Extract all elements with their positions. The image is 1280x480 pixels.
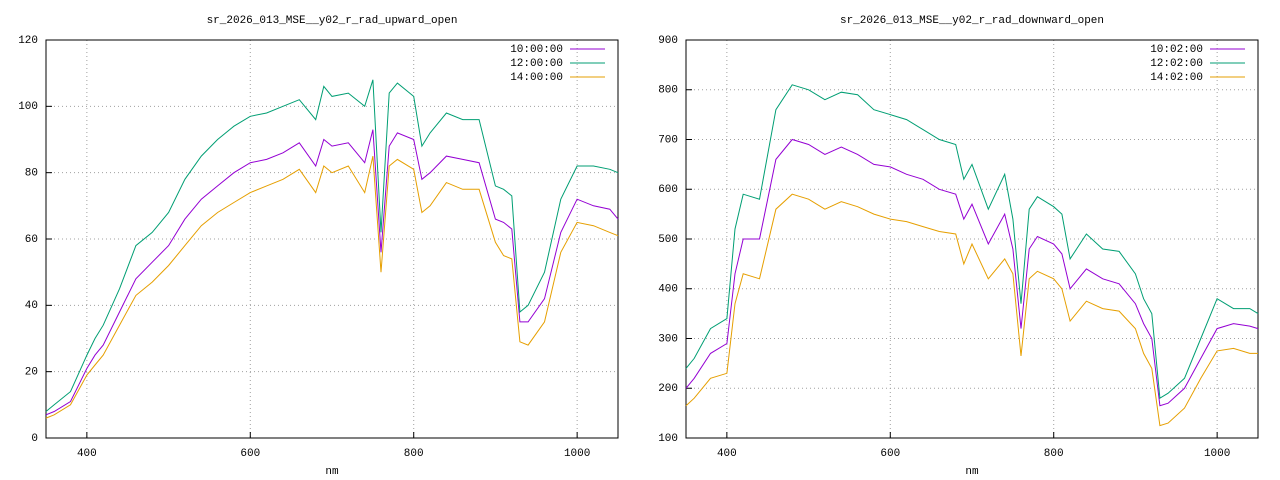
y-tick-label: 80 bbox=[25, 168, 38, 180]
series-line bbox=[685, 84, 1259, 400]
x-tick-label: 600 bbox=[880, 448, 900, 460]
y-tick-label: 100 bbox=[18, 101, 38, 113]
y-tick-label: 120 bbox=[18, 35, 38, 47]
legend-label: 14:00:00 bbox=[510, 72, 563, 84]
x-tick-label: 1000 bbox=[564, 448, 590, 460]
legend-label: 12:00:00 bbox=[510, 58, 563, 70]
series-line bbox=[45, 155, 619, 419]
x-axis-label: nm bbox=[965, 466, 979, 478]
legend-label: 10:02:00 bbox=[1150, 44, 1203, 56]
series-line bbox=[685, 138, 1259, 407]
y-tick-label: 40 bbox=[25, 300, 38, 312]
y-tick-label: 900 bbox=[658, 35, 678, 47]
plot-frame bbox=[685, 39, 1259, 439]
y-tick-label: 500 bbox=[658, 234, 678, 246]
y-tick-label: 700 bbox=[658, 134, 678, 146]
x-tick-label: 800 bbox=[404, 448, 424, 460]
series-line bbox=[685, 193, 1258, 427]
y-tick-label: 0 bbox=[31, 433, 38, 445]
x-tick-label: 600 bbox=[240, 448, 260, 460]
y-tick-label: 800 bbox=[658, 85, 678, 97]
y-tick-label: 20 bbox=[25, 367, 38, 379]
series-line bbox=[45, 129, 619, 416]
y-tick-label: 100 bbox=[658, 433, 678, 445]
series-line bbox=[45, 79, 619, 412]
y-tick-label: 200 bbox=[658, 383, 678, 395]
y-tick-label: 400 bbox=[658, 284, 678, 296]
y-tick-label: 600 bbox=[658, 184, 678, 196]
x-tick-label: 400 bbox=[77, 448, 97, 460]
y-tick-label: 300 bbox=[658, 333, 678, 345]
chart-title: sr_2026_013_MSE__y02_r_rad_downward_open bbox=[840, 15, 1104, 27]
legend-label: 12:02:00 bbox=[1150, 58, 1203, 70]
legend-label: 10:00:00 bbox=[510, 44, 563, 56]
y-tick-label: 60 bbox=[25, 234, 38, 246]
chart-title: sr_2026_013_MSE__y02_r_rad_upward_open bbox=[207, 15, 458, 27]
x-tick-label: 1000 bbox=[1204, 448, 1230, 460]
plot-frame bbox=[45, 39, 619, 439]
x-tick-label: 800 bbox=[1044, 448, 1064, 460]
x-tick-label: 400 bbox=[717, 448, 737, 460]
legend-label: 14:02:00 bbox=[1150, 72, 1203, 84]
x-axis-label: nm bbox=[325, 466, 339, 478]
